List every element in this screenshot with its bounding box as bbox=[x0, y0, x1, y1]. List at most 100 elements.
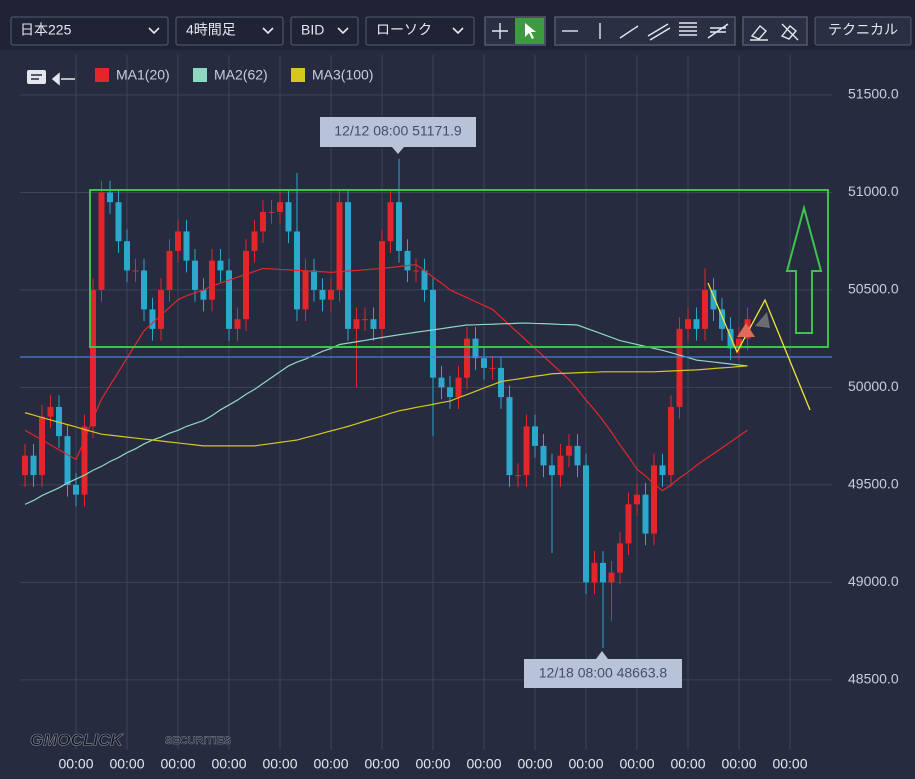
candle-body bbox=[158, 289, 164, 329]
legend-icons bbox=[27, 70, 75, 86]
candle-body bbox=[311, 270, 317, 290]
technical-button[interactable]: テクニカル bbox=[814, 16, 912, 46]
up-arrow bbox=[785, 204, 823, 334]
x-tick-label: 00:00 bbox=[721, 756, 756, 772]
erase-tool[interactable] bbox=[750, 25, 768, 41]
y-tick-label: 50000.0 bbox=[848, 378, 899, 394]
candle-body bbox=[285, 202, 292, 232]
comment-lines bbox=[31, 74, 42, 80]
collapse-icon[interactable] bbox=[51, 72, 75, 86]
legend-swatch bbox=[291, 68, 305, 82]
draw-tools bbox=[484, 16, 808, 46]
candle-body bbox=[115, 202, 122, 242]
candle-body bbox=[277, 202, 283, 212]
ma-line bbox=[24, 322, 748, 505]
dropdown[interactable] bbox=[10, 16, 169, 46]
annotation-text: 12/18 08:00 48663.8 bbox=[539, 665, 668, 681]
candle-body bbox=[455, 377, 462, 398]
candle-body bbox=[124, 241, 130, 271]
x-tick-label: 00:00 bbox=[160, 756, 195, 772]
candle-body bbox=[719, 309, 725, 329]
candle-body bbox=[447, 387, 453, 398]
symbol-select[interactable]: 日本225 bbox=[10, 16, 169, 46]
candle-body bbox=[651, 465, 657, 534]
dropdown[interactable] bbox=[175, 16, 284, 46]
candle-body bbox=[540, 445, 547, 466]
candle-body bbox=[243, 250, 249, 320]
legend-swatch bbox=[193, 68, 207, 82]
fib-expansion-tool[interactable] bbox=[707, 23, 729, 39]
candle-body bbox=[600, 562, 606, 583]
logo-sub: SECURITIES bbox=[165, 735, 231, 747]
candle-body bbox=[362, 319, 368, 321]
candle-body bbox=[549, 465, 555, 476]
candle-body bbox=[183, 231, 190, 261]
x-tick-label: 00:00 bbox=[670, 756, 705, 772]
trendline-tool[interactable] bbox=[619, 25, 639, 39]
dropdown[interactable] bbox=[290, 16, 359, 46]
chevron bbox=[337, 27, 349, 35]
candle-body bbox=[515, 475, 521, 477]
y-tick-label: 48500.0 bbox=[848, 671, 899, 687]
dropdown-label: BID bbox=[301, 22, 324, 38]
candle-body bbox=[634, 494, 640, 505]
candle-body bbox=[200, 289, 207, 300]
x-tick-label: 00:00 bbox=[364, 756, 399, 772]
comment-icon[interactable] bbox=[27, 70, 46, 84]
candle-body bbox=[98, 192, 105, 290]
candle-body bbox=[141, 270, 147, 310]
candle-body bbox=[22, 455, 28, 476]
button-label: テクニカル bbox=[828, 22, 898, 38]
crosshair-tool[interactable] bbox=[492, 23, 508, 39]
x-tick-label: 00:00 bbox=[619, 756, 654, 772]
candle-body bbox=[685, 319, 691, 329]
candle-body bbox=[175, 231, 181, 251]
candle-body bbox=[379, 241, 385, 329]
candle-body bbox=[608, 572, 615, 583]
timeframe-select[interactable]: 4時間足 bbox=[175, 16, 284, 46]
candle-body bbox=[668, 406, 674, 476]
candle-body bbox=[625, 504, 632, 544]
drawings: 12/12 08:00 51171.9 12/18 08:00 48663.8 … bbox=[20, 117, 832, 750]
candle-body bbox=[642, 494, 649, 534]
candle-body bbox=[328, 289, 334, 300]
legend-swatch bbox=[95, 68, 109, 82]
style-select[interactable]: ローソク bbox=[365, 16, 475, 46]
candle-body bbox=[736, 338, 742, 349]
candle-body bbox=[39, 416, 45, 476]
button[interactable] bbox=[814, 16, 912, 46]
marker-grey bbox=[755, 312, 770, 328]
candle-body bbox=[47, 406, 54, 417]
candle-body bbox=[251, 231, 258, 251]
y-tick-label: 51000.0 bbox=[848, 183, 899, 199]
candle-body bbox=[727, 328, 734, 349]
candle-body bbox=[209, 260, 215, 300]
x-tick-label: 00:00 bbox=[262, 756, 297, 772]
candle-body bbox=[617, 543, 623, 573]
annotation-box bbox=[320, 117, 476, 147]
candle-body bbox=[302, 270, 309, 310]
ma-line bbox=[24, 365, 748, 447]
candle-body bbox=[226, 270, 232, 329]
candle-body bbox=[591, 562, 598, 583]
price-type-select[interactable]: BID bbox=[290, 16, 359, 46]
annotation-text: 12/12 08:00 51171.9 bbox=[334, 123, 462, 139]
erase-all-tool[interactable] bbox=[780, 23, 799, 41]
candle-body bbox=[336, 202, 343, 290]
channel-tool[interactable] bbox=[647, 23, 671, 41]
candle-body bbox=[353, 319, 360, 329]
candle-body bbox=[73, 484, 79, 495]
candle-body bbox=[166, 250, 173, 290]
x-tick-label: 00:00 bbox=[517, 756, 552, 772]
candle-body bbox=[90, 289, 96, 427]
fib-retrace-tool[interactable] bbox=[679, 22, 697, 36]
candle-body bbox=[583, 465, 589, 583]
tool-group bbox=[554, 16, 736, 46]
candle-body bbox=[260, 211, 266, 232]
candle-body bbox=[234, 319, 241, 329]
candle-body bbox=[132, 270, 139, 272]
marker-up bbox=[737, 323, 755, 337]
dropdown[interactable] bbox=[365, 16, 475, 46]
range-box bbox=[89, 189, 829, 348]
